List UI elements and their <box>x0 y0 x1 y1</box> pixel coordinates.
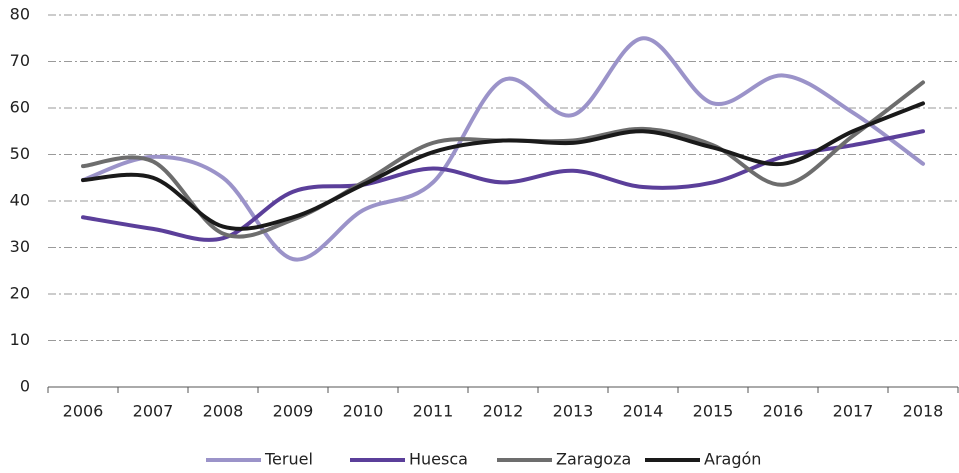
legend-label: Teruel <box>264 450 313 469</box>
x-tick-label: 2013 <box>553 402 594 421</box>
legend-label: Zaragoza <box>556 450 631 469</box>
x-tick-label: 2014 <box>623 402 664 421</box>
series-line <box>81 101 925 231</box>
x-tick-label: 2006 <box>63 402 104 421</box>
legend-label: Aragón <box>704 450 761 469</box>
x-tick-label: 2016 <box>763 402 804 421</box>
x-tick-label: 2011 <box>413 402 454 421</box>
series-line <box>81 36 925 262</box>
x-tick-label: 2007 <box>133 402 174 421</box>
y-tick-label: 50 <box>10 144 30 163</box>
y-tick-label: 30 <box>10 237 30 256</box>
x-tick-label: 2008 <box>203 402 244 421</box>
legend-label: Huesca <box>409 450 468 469</box>
x-tick-label: 2009 <box>273 402 314 421</box>
y-tick-label: 20 <box>10 284 30 303</box>
y-tick-label: 70 <box>10 51 30 70</box>
x-tick-label: 2010 <box>343 402 384 421</box>
y-tick-label: 80 <box>10 5 30 24</box>
y-tick-label: 40 <box>10 191 30 210</box>
y-tick-label: 0 <box>20 377 30 396</box>
y-tick-label: 60 <box>10 98 30 117</box>
x-tick-label: 2012 <box>483 402 524 421</box>
series-line <box>81 129 925 242</box>
x-tick-label: 2017 <box>833 402 874 421</box>
y-tick-label: 10 <box>10 330 30 349</box>
x-tick-label: 2018 <box>903 402 944 421</box>
x-tick-label: 2015 <box>693 402 734 421</box>
